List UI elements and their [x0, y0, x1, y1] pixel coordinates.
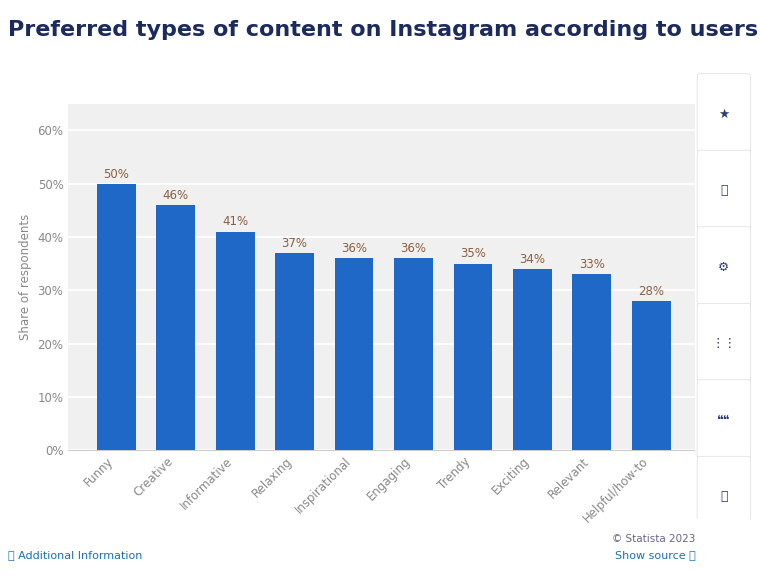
Text: 35%: 35% [460, 248, 486, 260]
Bar [97, 183, 136, 450]
Bar [157, 205, 195, 450]
Text: © Statista 2023: © Statista 2023 [612, 534, 695, 544]
Bar [632, 301, 670, 450]
Text: 🔔: 🔔 [720, 184, 727, 197]
Bar [275, 253, 314, 450]
Text: 28%: 28% [638, 284, 664, 298]
Text: Preferred types of content on Instagram according to users: Preferred types of content on Instagram … [8, 20, 758, 40]
Bar [394, 258, 433, 450]
Y-axis label: Share of respondents: Share of respondents [19, 214, 32, 340]
Text: ⋮⋮: ⋮⋮ [711, 338, 736, 350]
Bar [513, 269, 552, 450]
Text: 46%: 46% [163, 189, 189, 202]
Text: 50%: 50% [103, 167, 129, 181]
Text: 34%: 34% [519, 253, 546, 266]
FancyBboxPatch shape [697, 380, 751, 461]
Text: ★: ★ [718, 108, 730, 121]
FancyBboxPatch shape [697, 456, 751, 537]
FancyBboxPatch shape [697, 304, 751, 384]
Text: 37%: 37% [282, 237, 308, 250]
FancyBboxPatch shape [697, 227, 751, 308]
Text: 🖨: 🖨 [720, 490, 727, 503]
Text: 36%: 36% [341, 242, 367, 255]
Text: ❝❝: ❝❝ [717, 414, 730, 427]
Bar [334, 258, 373, 450]
Text: 33%: 33% [579, 258, 605, 271]
Text: 36%: 36% [401, 242, 426, 255]
Text: 41%: 41% [222, 215, 249, 228]
Bar [454, 264, 492, 450]
Bar [216, 232, 255, 450]
FancyBboxPatch shape [697, 150, 751, 231]
Bar [572, 274, 611, 450]
Text: Show source ⓘ: Show source ⓘ [615, 550, 695, 560]
FancyBboxPatch shape [697, 74, 751, 155]
Text: ⓘ Additional Information: ⓘ Additional Information [8, 550, 142, 560]
Text: ⚙: ⚙ [718, 261, 730, 273]
